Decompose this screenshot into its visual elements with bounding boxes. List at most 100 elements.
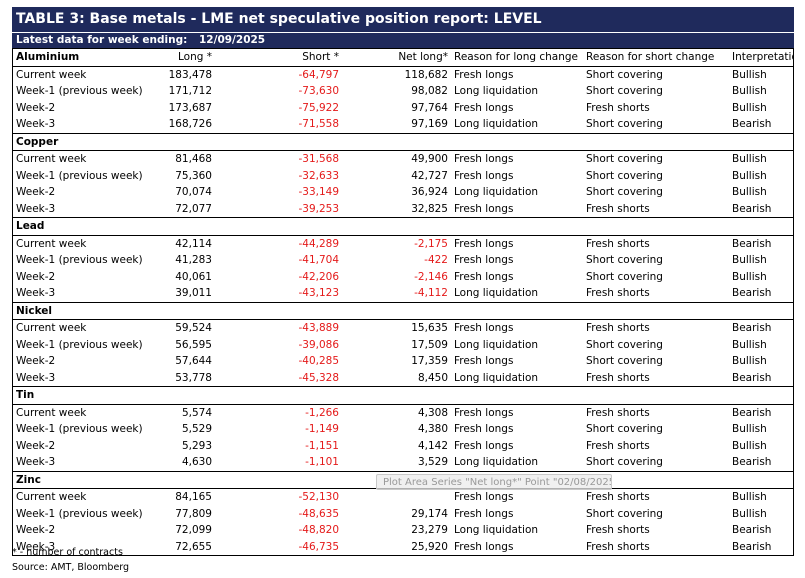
long-cell[interactable]: 75,360	[175, 169, 212, 182]
short-cell[interactable]: -32,633	[298, 169, 339, 182]
reason-long-cell[interactable]: Fresh longs	[454, 540, 514, 553]
short-cell[interactable]: -33,149	[298, 186, 339, 199]
interpretation-cell[interactable]: Bearish	[732, 371, 772, 384]
reason-short-cell[interactable]: Fresh shorts	[586, 491, 650, 504]
interpretation-cell[interactable]: Bullish	[732, 169, 767, 182]
reason-long-cell[interactable]: Long liquidation	[454, 371, 539, 384]
metric-cell[interactable]: Week-3	[16, 456, 56, 469]
metric-cell[interactable]: Current week	[16, 322, 87, 335]
metric-cell[interactable]: Current week	[16, 237, 87, 250]
reason-long-cell[interactable]: Fresh longs	[454, 491, 514, 504]
net-cell[interactable]: 8,450	[417, 371, 448, 384]
interpretation-cell[interactable]: Bullish	[732, 101, 767, 114]
long-cell[interactable]: 72,077	[175, 202, 212, 215]
short-cell[interactable]: -75,922	[298, 101, 339, 114]
metric-cell[interactable]: Week-1 (previous week)	[16, 254, 143, 267]
metric-cell[interactable]: Current week	[16, 491, 87, 504]
short-cell[interactable]: -39,086	[298, 338, 339, 351]
interpretation-cell[interactable]: Bearish	[732, 237, 772, 250]
net-cell[interactable]: 4,142	[417, 439, 448, 452]
short-cell[interactable]: -1,101	[305, 456, 339, 469]
net-cell[interactable]: 32,825	[411, 202, 448, 215]
net-cell[interactable]: 17,509	[411, 338, 448, 351]
long-cell[interactable]: 81,468	[175, 153, 212, 166]
interpretation-cell[interactable]: Bearish	[732, 540, 772, 553]
long-cell[interactable]: 171,712	[168, 85, 212, 98]
net-cell[interactable]: 25,920	[411, 540, 448, 553]
interpretation-cell[interactable]: Bearish	[732, 287, 772, 300]
interpretation-cell[interactable]: Bullish	[732, 355, 767, 368]
reason-long-cell[interactable]: Fresh longs	[454, 507, 514, 520]
reason-short-cell[interactable]: Short covering	[586, 85, 663, 98]
reason-long-cell[interactable]: Long liquidation	[454, 287, 539, 300]
metric-cell[interactable]: Week-1 (previous week)	[16, 85, 143, 98]
metric-cell[interactable]: Week-3	[16, 118, 56, 131]
short-cell[interactable]: -52,130	[298, 491, 339, 504]
long-cell[interactable]: 77,809	[175, 507, 212, 520]
net-cell[interactable]: 4,308	[417, 406, 448, 419]
metric-cell[interactable]: Current week	[16, 153, 87, 166]
short-cell[interactable]: -44,289	[298, 237, 339, 250]
metric-cell[interactable]: Week-1 (previous week)	[16, 338, 143, 351]
long-cell[interactable]: 183,478	[168, 68, 212, 81]
short-cell[interactable]: -40,285	[298, 355, 339, 368]
reason-long-cell[interactable]: Long liquidation	[454, 186, 539, 199]
interpretation-cell[interactable]: Bullish	[732, 507, 767, 520]
short-cell[interactable]: -45,328	[298, 371, 339, 384]
reason-short-cell[interactable]: Fresh shorts	[586, 287, 650, 300]
reason-short-cell[interactable]: Short covering	[586, 423, 663, 436]
short-cell[interactable]: -1,149	[305, 423, 339, 436]
long-cell[interactable]: 5,574	[181, 406, 212, 419]
long-cell[interactable]: 53,778	[175, 371, 212, 384]
reason-long-cell[interactable]: Fresh longs	[454, 423, 514, 436]
metric-cell[interactable]: Week-2	[16, 439, 56, 452]
net-cell[interactable]: 36,924	[411, 186, 448, 199]
reason-long-cell[interactable]: Fresh longs	[454, 406, 514, 419]
week-ending-date[interactable]: 12/09/2025	[199, 34, 266, 46]
reason-short-cell[interactable]: Short covering	[586, 270, 663, 283]
interpretation-cell[interactable]: Bearish	[732, 202, 772, 215]
net-cell[interactable]: 23,279	[411, 524, 448, 537]
short-cell[interactable]: -39,253	[298, 202, 339, 215]
long-cell[interactable]: 56,595	[175, 338, 212, 351]
long-cell[interactable]: 5,293	[181, 439, 212, 452]
interpretation-cell[interactable]: Bearish	[732, 322, 772, 335]
reason-short-cell[interactable]: Short covering	[586, 338, 663, 351]
long-cell[interactable]: 41,283	[175, 254, 212, 267]
reason-long-cell[interactable]: Fresh longs	[454, 254, 514, 267]
long-cell[interactable]: 72,655	[175, 540, 212, 553]
reason-long-cell[interactable]: Long liquidation	[454, 338, 539, 351]
net-cell[interactable]: 15,635	[411, 322, 448, 335]
long-cell[interactable]: 84,165	[175, 491, 212, 504]
metric-cell[interactable]: Week-2	[16, 524, 56, 537]
reason-short-cell[interactable]: Short covering	[586, 507, 663, 520]
short-cell[interactable]: -1,151	[305, 439, 339, 452]
long-cell[interactable]: 168,726	[168, 118, 212, 131]
metric-cell[interactable]: Week-3	[16, 540, 56, 553]
reason-short-cell[interactable]: Fresh shorts	[586, 237, 650, 250]
reason-short-cell[interactable]: Fresh shorts	[586, 322, 650, 335]
long-cell[interactable]: 39,011	[175, 287, 212, 300]
net-cell[interactable]: -4,112	[414, 287, 448, 300]
net-cell[interactable]: 4,380	[417, 423, 448, 436]
long-cell[interactable]: 70,074	[175, 186, 212, 199]
short-cell[interactable]: -73,630	[298, 85, 339, 98]
reason-short-cell[interactable]: Fresh shorts	[586, 371, 650, 384]
reason-short-cell[interactable]: Short covering	[586, 169, 663, 182]
reason-long-cell[interactable]: Fresh longs	[454, 439, 514, 452]
net-cell[interactable]: -2,146	[414, 270, 448, 283]
metric-cell[interactable]: Week-2	[16, 101, 56, 114]
interpretation-cell[interactable]: Bearish	[732, 524, 772, 537]
reason-short-cell[interactable]: Fresh shorts	[586, 101, 650, 114]
reason-long-cell[interactable]: Fresh longs	[454, 169, 514, 182]
reason-long-cell[interactable]: Fresh longs	[454, 355, 514, 368]
reason-long-cell[interactable]: Fresh longs	[454, 101, 514, 114]
net-cell[interactable]: -422	[424, 254, 448, 267]
long-cell[interactable]: 42,114	[175, 237, 212, 250]
long-cell[interactable]: 72,099	[175, 524, 212, 537]
interpretation-cell[interactable]: Bullish	[732, 439, 767, 452]
reason-long-cell[interactable]: Long liquidation	[454, 118, 539, 131]
metric-cell[interactable]: Week-2	[16, 355, 56, 368]
interpretation-cell[interactable]: Bullish	[732, 423, 767, 436]
net-cell[interactable]: 97,169	[411, 118, 448, 131]
